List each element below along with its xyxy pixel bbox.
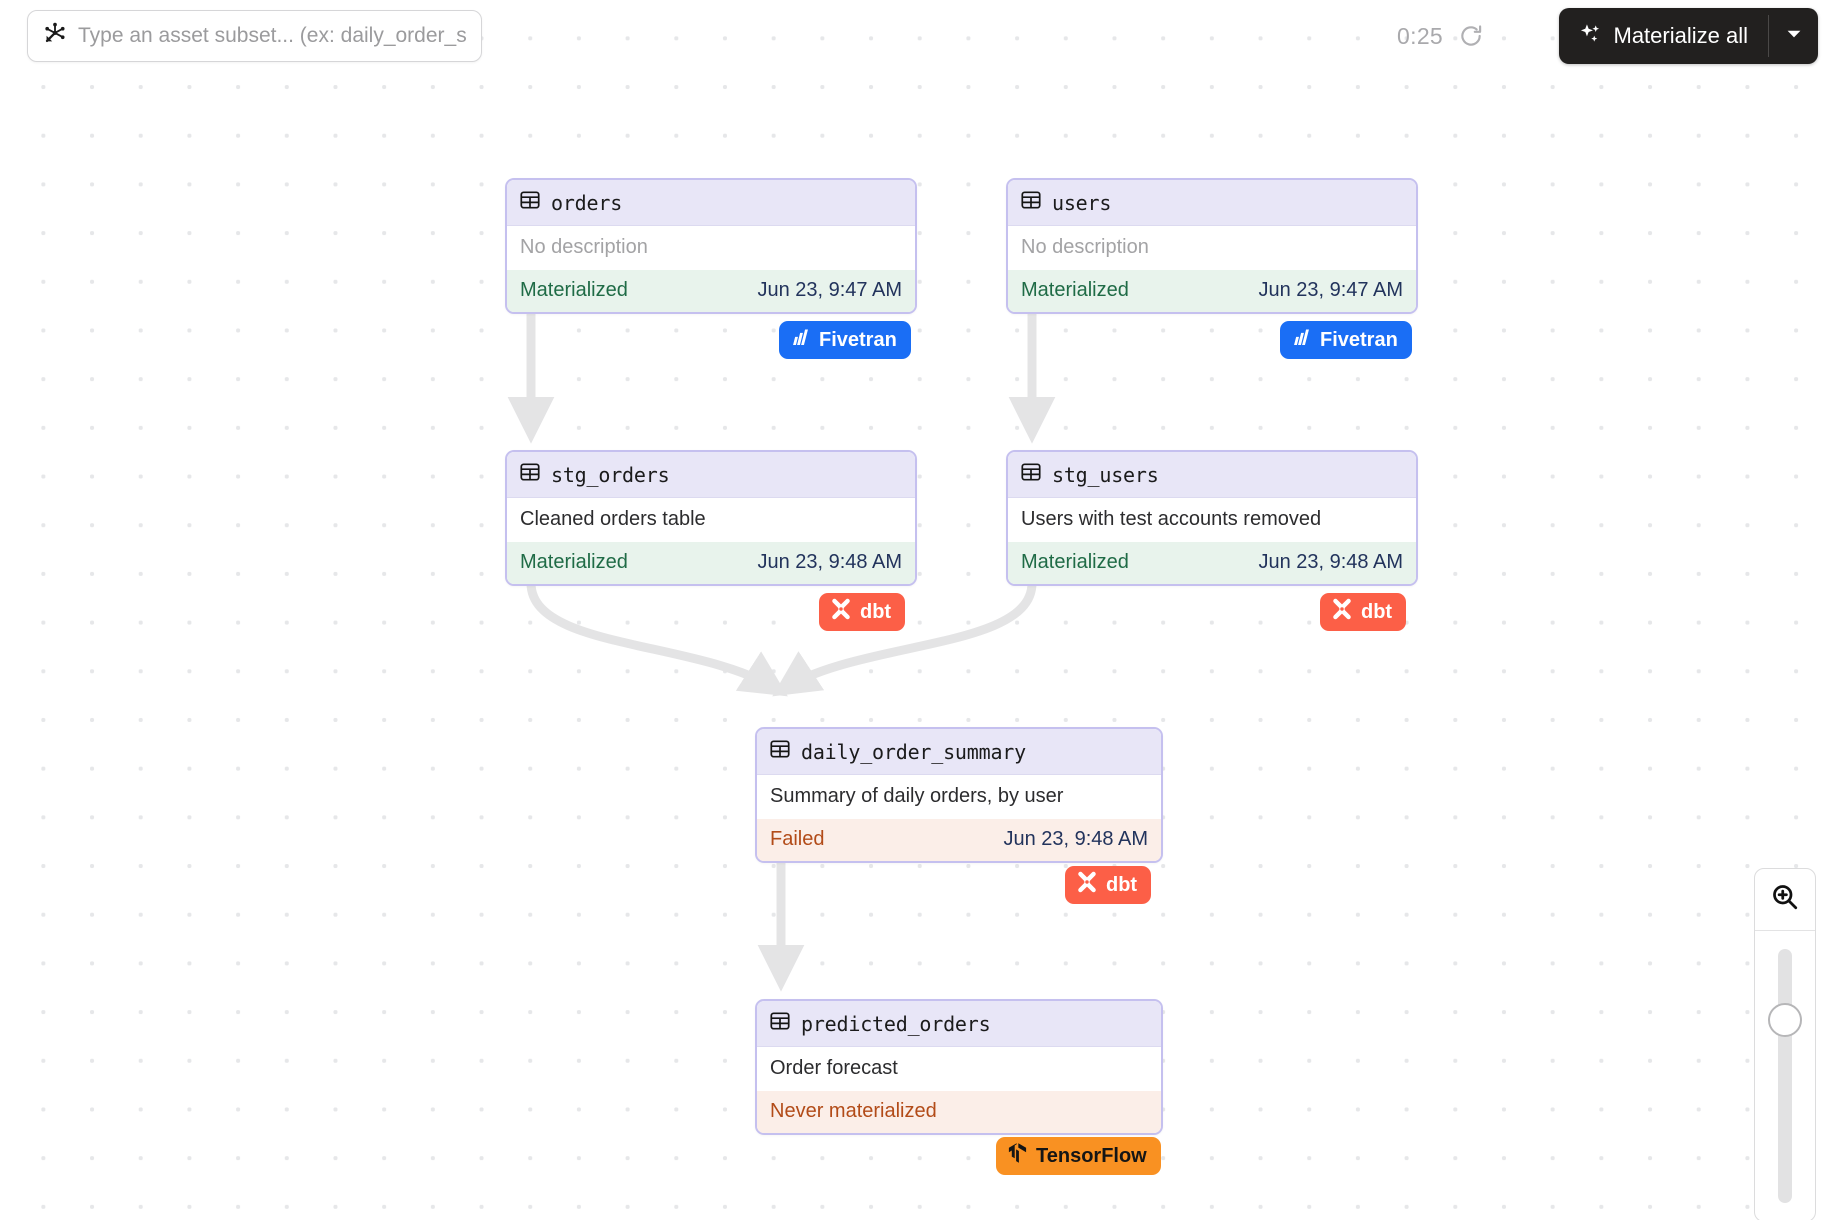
asset-node-title: stg_users xyxy=(1052,462,1159,487)
table-icon xyxy=(1020,189,1042,216)
asset-node-status: Materialized Jun 23, 9:48 AM xyxy=(507,542,915,584)
dbt-logo-icon xyxy=(1331,598,1353,626)
asset-node-description: No description xyxy=(507,226,915,270)
zoom-slider-track[interactable] xyxy=(1778,949,1792,1203)
asset-node-orders[interactable]: orders No description Materialized Jun 2… xyxy=(505,178,917,314)
integration-badge-tensorflow[interactable]: TensorFlow xyxy=(996,1137,1161,1175)
asset-node-description: Users with test accounts removed xyxy=(1008,498,1416,542)
asset-graph-icon xyxy=(42,21,68,52)
zoom-slider-thumb[interactable] xyxy=(1768,1003,1802,1037)
badge-label: dbt xyxy=(1361,600,1393,623)
asset-node-description: Cleaned orders table xyxy=(507,498,915,542)
asset-node-status: Failed Jun 23, 9:48 AM xyxy=(757,819,1161,861)
materialize-all-label: Materialize all xyxy=(1613,23,1749,48)
table-icon xyxy=(1020,461,1042,488)
asset-node-header: daily_order_summary xyxy=(757,729,1161,775)
asset-subset-search[interactable] xyxy=(27,10,482,62)
badge-label: dbt xyxy=(1106,873,1138,896)
search-input[interactable] xyxy=(78,24,467,48)
status-timestamp: Jun 23, 9:48 AM xyxy=(1258,551,1403,573)
asset-node-daily-order-summary[interactable]: daily_order_summary Summary of daily ord… xyxy=(755,727,1163,863)
zoom-control[interactable] xyxy=(1754,868,1816,1220)
asset-node-description: No description xyxy=(1008,226,1416,270)
dbt-logo-icon xyxy=(830,598,852,626)
refresh-timer-group: 0:25 xyxy=(1397,14,1486,58)
status-timestamp: Jun 23, 9:48 AM xyxy=(757,551,902,573)
status-label: Materialized xyxy=(520,279,628,301)
asset-node-users[interactable]: users No description Materialized Jun 23… xyxy=(1006,178,1418,314)
integration-badge-fivetran[interactable]: Fivetran xyxy=(779,321,911,359)
refresh-countdown: 0:25 xyxy=(1397,22,1443,49)
status-label: Materialized xyxy=(1021,279,1129,301)
asset-node-status: Materialized Jun 23, 9:47 AM xyxy=(507,270,915,312)
asset-node-title: stg_orders xyxy=(551,462,670,487)
integration-badge-dbt[interactable]: dbt xyxy=(1065,866,1152,904)
asset-node-stg-orders[interactable]: stg_orders Cleaned orders table Material… xyxy=(505,450,917,586)
asset-node-status: Never materialized xyxy=(757,1091,1161,1133)
badge-label: dbt xyxy=(860,600,892,623)
button-divider xyxy=(1768,15,1769,57)
asset-node-title: users xyxy=(1052,190,1112,215)
status-label: Never materialized xyxy=(770,1100,937,1122)
badge-label: Fivetran xyxy=(1320,328,1398,351)
integration-badge-dbt[interactable]: dbt xyxy=(819,593,906,631)
table-icon xyxy=(769,1010,791,1037)
fivetran-logo-icon xyxy=(790,327,811,354)
materialize-all-group[interactable]: Materialize all xyxy=(1558,8,1818,64)
sparkle-icon xyxy=(1578,21,1603,52)
status-label: Failed xyxy=(770,828,825,850)
tensorflow-logo-icon xyxy=(1007,1142,1028,1170)
chevron-down-icon xyxy=(1784,24,1804,49)
dbt-logo-icon xyxy=(1076,871,1098,899)
asset-node-header: users xyxy=(1008,180,1416,226)
table-icon xyxy=(519,461,541,488)
status-timestamp: Jun 23, 9:47 AM xyxy=(757,279,902,301)
status-label: Materialized xyxy=(1021,551,1129,573)
table-icon xyxy=(769,738,791,765)
asset-node-header: orders xyxy=(507,180,915,226)
status-label: Materialized xyxy=(520,551,628,573)
badge-label: TensorFlow xyxy=(1036,1144,1147,1167)
asset-node-title: orders xyxy=(551,190,623,215)
asset-node-status: Materialized Jun 23, 9:48 AM xyxy=(1008,542,1416,584)
asset-node-predicted-orders[interactable]: predicted_orders Order forecast Never ma… xyxy=(755,999,1163,1135)
integration-badge-dbt[interactable]: dbt xyxy=(1320,593,1407,631)
zoom-in-icon xyxy=(1770,882,1800,917)
asset-node-header: stg_users xyxy=(1008,452,1416,498)
asset-node-description: Order forecast xyxy=(757,1047,1161,1091)
status-timestamp: Jun 23, 9:47 AM xyxy=(1258,279,1403,301)
asset-node-header: stg_orders xyxy=(507,452,915,498)
refresh-icon[interactable] xyxy=(1456,21,1486,51)
table-icon xyxy=(519,189,541,216)
materialize-options-button[interactable] xyxy=(1769,8,1818,64)
asset-node-header: predicted_orders xyxy=(757,1001,1161,1047)
fivetran-logo-icon xyxy=(1291,327,1312,354)
zoom-slider[interactable] xyxy=(1755,931,1815,1220)
zoom-in-button[interactable] xyxy=(1755,869,1815,931)
status-timestamp: Jun 23, 9:48 AM xyxy=(1003,828,1148,850)
integration-badge-fivetran[interactable]: Fivetran xyxy=(1280,321,1412,359)
asset-node-title: predicted_orders xyxy=(801,1011,991,1036)
asset-node-description: Summary of daily orders, by user xyxy=(757,775,1161,819)
materialize-all-button[interactable]: Materialize all xyxy=(1559,8,1769,64)
asset-node-stg-users[interactable]: stg_users Users with test accounts remov… xyxy=(1006,450,1418,586)
asset-node-title: daily_order_summary xyxy=(801,739,1026,764)
asset-node-status: Materialized Jun 23, 9:47 AM xyxy=(1008,270,1416,312)
badge-label: Fivetran xyxy=(819,328,897,351)
